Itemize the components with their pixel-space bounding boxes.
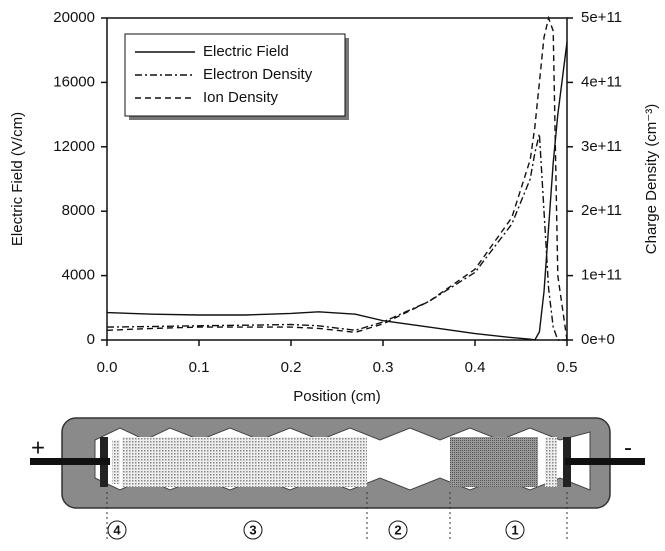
plot-frame — [106, 17, 568, 341]
y-tick-label: 0 — [87, 331, 95, 348]
x-tick-label: 0.0 — [97, 359, 118, 376]
x-tick-label: 0.5 — [557, 359, 578, 376]
y2-tick-label: 2e+11 — [581, 202, 622, 219]
device-diagram — [30, 417, 645, 540]
legend-label: Ion Density — [203, 89, 279, 106]
series-line — [106, 133, 567, 341]
x-tick-label: 0.2 — [281, 359, 302, 376]
x-tick-label: 0.4 — [465, 359, 486, 376]
y-axis-title: Electric Field (V/cm) — [9, 112, 26, 246]
y2-tick-label: 5e+11 — [581, 9, 622, 26]
x-axis-title: Position (cm) — [293, 388, 381, 405]
y2-tick-label: 1e+11 — [581, 267, 622, 284]
series-line — [106, 42, 568, 341]
y2-tick-label: 3e+11 — [581, 138, 622, 155]
x-tick-label: 0.1 — [189, 359, 210, 376]
legend-label: Electron Density — [203, 66, 313, 83]
y-tick-label: 4000 — [62, 267, 95, 284]
region-label: 3 — [249, 522, 256, 537]
y2-tick-label: 0e+0 — [581, 331, 615, 348]
y2-axis-title: Charge Density (cm⁻³) — [643, 104, 660, 254]
series-line — [106, 15, 568, 341]
region-label: 2 — [394, 522, 401, 537]
region-label: 4 — [113, 522, 121, 537]
plus-label: + — [31, 434, 45, 461]
minus-label: - — [624, 434, 632, 461]
x-tick-label: 0.3 — [373, 359, 394, 376]
y-tick-label: 12000 — [53, 138, 95, 155]
region-label: 1 — [511, 522, 518, 537]
y-tick-label: 20000 — [53, 9, 95, 26]
y-tick-label: 16000 — [53, 73, 95, 90]
y2-tick-label: 4e+11 — [581, 73, 622, 90]
legend-label: Electric Field — [203, 43, 289, 60]
y-tick-label: 8000 — [62, 202, 95, 219]
